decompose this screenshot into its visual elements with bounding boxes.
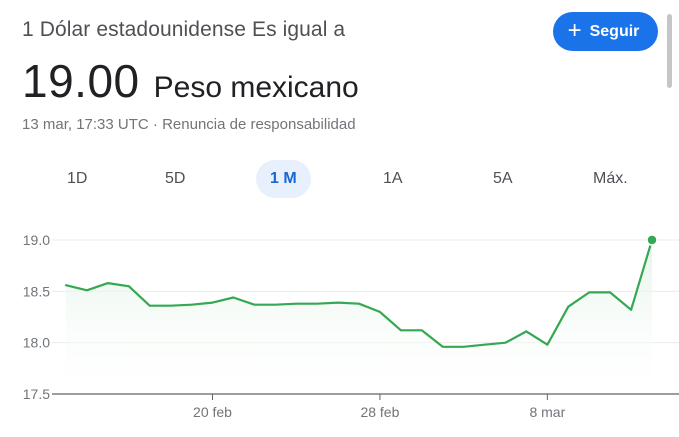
rate-meta: 13 mar, 17:33 UTC · Renuncia de responsa… (22, 116, 356, 133)
rate-line (64, 238, 654, 348)
current-value-point (646, 234, 658, 246)
data-points (646, 234, 658, 246)
y-axis-labels: 17.5 18.0 18.5 19.0 (23, 232, 50, 402)
rate-value: 19.00 (22, 55, 140, 107)
y-tick-label: 17.5 (23, 386, 50, 402)
area-fill (66, 240, 652, 394)
y-tick-label: 18.5 (23, 283, 50, 299)
follow-button-label: Seguir (589, 22, 640, 40)
y-tick-label: 18.0 (23, 335, 50, 351)
x-tick-label: 28 feb (360, 404, 399, 420)
x-tick-label: 8 mar (529, 404, 565, 420)
tab-5a[interactable]: 5A (493, 170, 513, 187)
disclaimer-link[interactable]: Renuncia de responsabilidad (162, 116, 356, 133)
exchange-rate-chart: 17.5 18.0 18.5 19.0 20 feb 28 feb 8 mar (23, 232, 679, 420)
follow-button[interactable]: + Seguir (553, 12, 658, 51)
tab-1a[interactable]: 1A (383, 170, 403, 187)
range-tabs: 1D 5D 1 M 1A 5A Máx. (0, 160, 679, 200)
x-tick-label: 20 feb (193, 404, 232, 420)
rate-timestamp: 13 mar, 17:33 UTC (22, 116, 149, 133)
rate-currency: Peso mexicano (153, 71, 359, 104)
tab-max[interactable]: Máx. (593, 170, 628, 187)
tab-5d[interactable]: 5D (165, 170, 186, 187)
meta-separator: · (152, 116, 158, 133)
scrollbar[interactable] (667, 14, 672, 88)
x-axis-labels: 20 feb 28 feb 8 mar (193, 394, 566, 420)
y-tick-label: 19.0 (23, 232, 50, 248)
plus-icon: + (567, 16, 582, 44)
conversion-subtitle: 1 Dólar estadounidense Es igual a (22, 18, 346, 41)
tab-1d[interactable]: 1D (67, 170, 88, 187)
rate-row: 19.00 Peso mexicano (22, 54, 359, 108)
tab-1m[interactable]: 1 M (256, 160, 311, 198)
